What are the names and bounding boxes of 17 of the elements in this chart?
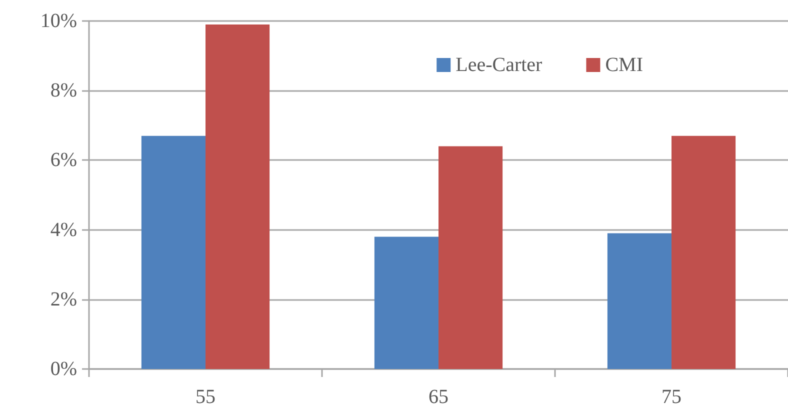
legend-label: CMI	[605, 54, 644, 76]
x-tick-label: 55	[196, 386, 216, 408]
bar	[607, 233, 672, 369]
bar	[374, 236, 438, 369]
y-tick-label: 2%	[50, 288, 77, 310]
bar	[206, 24, 270, 369]
y-tick-label: 6%	[50, 149, 77, 172]
bar	[438, 146, 503, 369]
y-tick-label: 10%	[40, 10, 77, 32]
x-tick-label: 75	[662, 386, 682, 408]
x-tick-label: 65	[428, 386, 448, 408]
y-tick-label: 4%	[50, 218, 77, 241]
y-tick-label: 0%	[50, 358, 77, 380]
bar	[141, 136, 206, 369]
bar	[672, 136, 736, 369]
y-tick-label: 8%	[50, 80, 77, 102]
legend-label: Lee-Carter	[456, 54, 543, 76]
